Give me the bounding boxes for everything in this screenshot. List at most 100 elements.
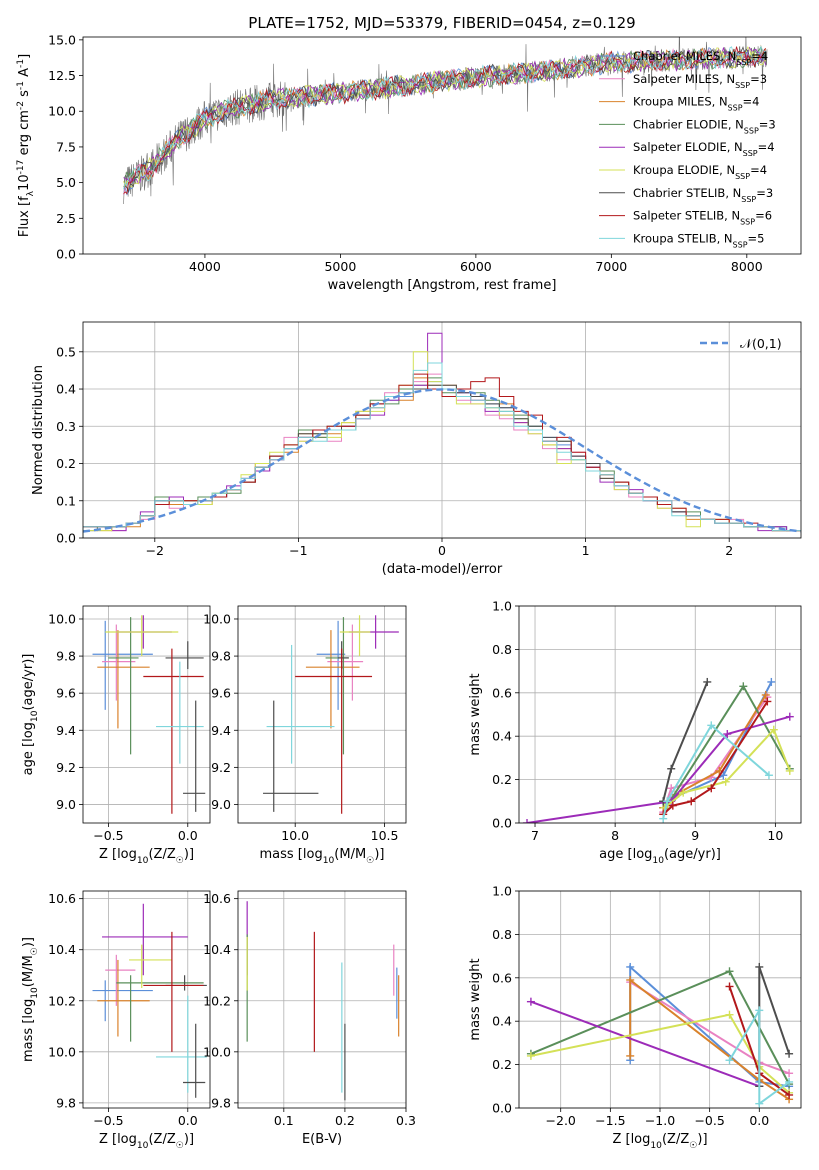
y-tick-label: 0.4 [492, 729, 512, 744]
x-tick-label: 9 [691, 828, 699, 843]
y-tick-label: 10.0 [48, 611, 76, 626]
y-tick-label: 5.0 [56, 175, 76, 190]
residuals-axes: −2 −1 0 1 2 0.0 0.1 0.2 0.3 0.4 0.5 [56, 321, 802, 558]
y-tick-label: 0.0 [56, 247, 76, 262]
x-tick-label: 7000 [595, 259, 627, 274]
y-tick-label: 9.4 [56, 723, 76, 738]
x-tick-label: 5000 [324, 259, 356, 274]
x-tick-label: −0.5 [93, 828, 123, 843]
spectrum-model-line [123, 45, 767, 182]
legend-label: 𝒩(0,1) [740, 336, 782, 351]
z-weight-plot [526, 962, 794, 1108]
x-tick-label: −2 [146, 543, 164, 558]
y-tick-label: 0.8 [492, 927, 512, 942]
x-tick-label: 0.0 [749, 1113, 769, 1128]
y-tick-label: 10.0 [203, 611, 231, 626]
y-tick-label: 10.2 [48, 993, 76, 1008]
x-tick-label: 0.0 [178, 828, 198, 843]
x-tick-label: 8000 [731, 259, 763, 274]
y-tick-label: 10.0 [48, 104, 76, 119]
x-tick-label: −1 [289, 543, 307, 558]
mass-age-plot [263, 615, 399, 814]
y-tick-label: 0.0 [492, 816, 512, 831]
legend-label: Salpeter MILES, NSSP​=3 [633, 72, 767, 90]
y-tick-label: 7.5 [56, 139, 76, 154]
x-tick-label: 0.2 [335, 1113, 355, 1128]
x-tick-label: −1.5 [595, 1113, 625, 1128]
legend-label: Chabrier MILES, NSSP​=4 [633, 49, 768, 67]
y-tick-label: 9.0 [56, 797, 76, 812]
x-tick-label: 2 [725, 543, 733, 558]
x-axis-label: Z [log10​(Z/Z☉​)] [99, 1132, 194, 1151]
x-tick-label: −0.5 [694, 1113, 724, 1128]
x-axis-label: (data-model)/error [382, 562, 503, 577]
y-tick-label: 0.8 [492, 642, 512, 657]
y-tick-label: 10.4 [203, 942, 231, 957]
weight-line [530, 1000, 760, 1088]
x-axis-label: mass [log10​(M/M☉​)] [260, 847, 385, 866]
weight-line [662, 684, 791, 808]
y-tick-label: 10.0 [48, 1044, 76, 1059]
x-axis-label: age [log10​(age/yr)] [599, 847, 721, 866]
y-tick-label: 0.4 [56, 382, 76, 397]
x-axis-label: E(B-V) [302, 1132, 342, 1147]
chart-title: PLATE=1752, MJD=53379, FIBERID=0454, z=0… [248, 14, 635, 32]
y-axis-label: Flux [fλ​10-17​ erg cm-2​ s-1​ A-1​] [16, 54, 36, 237]
legend-label: Kroupa ELODIE, NSSP​=4 [633, 163, 767, 181]
x-tick-label: 0 [438, 543, 446, 558]
age-weight-axes: 7 8 9 10 0.0 0.2 0.4 0.6 0.8 1.0 [492, 599, 802, 843]
y-axis-label: Normed distribution [31, 365, 46, 495]
weight-line [662, 723, 770, 819]
x-tick-label: 6000 [460, 259, 492, 274]
y-axis-label: mass [log10​(M/M☉​)] [21, 937, 40, 1062]
z-mass-axes: −0.5 0.0 9.8 10.0 10.2 10.4 10.6 [48, 890, 211, 1128]
weight-line [728, 1006, 790, 1106]
x-tick-label: 0.3 [396, 1113, 416, 1128]
x-tick-label: 8 [611, 828, 619, 843]
legend-label: Kroupa MILES, NSSP​=4 [633, 95, 759, 113]
z-weight-axes: −2.0 −1.5 −1.0 −0.5 0.0 0.0 0.2 0.4 0.6 0.8 1.0 [492, 884, 802, 1128]
x-tick-label: −2.0 [546, 1113, 576, 1128]
x-tick-label: 10.0 [281, 828, 309, 843]
y-axis-label: mass weight [468, 958, 483, 1040]
y-tick-label: 9.6 [211, 686, 231, 701]
spectrum-model-line [123, 46, 767, 195]
legend-label: Salpeter ELODIE, NSSP​=4 [633, 140, 775, 158]
gaussian-curve [83, 388, 801, 533]
y-tick-label: 0.5 [56, 344, 76, 359]
y-tick-label: 0.2 [492, 772, 512, 787]
x-tick-label: 10.5 [371, 828, 399, 843]
mass-age-axes: 10.0 10.5 9.0 9.2 9.4 9.6 9.8 10.0 [203, 605, 407, 843]
spectrum-model-line [123, 46, 767, 185]
y-tick-label: 9.6 [56, 686, 76, 701]
y-tick-label: 15.0 [48, 32, 76, 47]
y-tick-label: 0.3 [56, 419, 76, 434]
legend-label: Chabrier ELODIE, NSSP​=3 [633, 117, 776, 135]
y-tick-label: 9.0 [211, 797, 231, 812]
y-tick-label: 10.4 [48, 942, 76, 957]
y-tick-label: 1.0 [492, 599, 512, 614]
y-tick-label: 9.8 [56, 1095, 76, 1110]
y-tick-label: 0.2 [56, 456, 76, 471]
y-tick-label: 0.1 [56, 493, 76, 508]
spectrum-plot [123, 37, 768, 205]
x-tick-label: 1 [582, 543, 590, 558]
spectrum-axes: 4000 5000 6000 7000 8000 0.0 2.5 5.0 7.5 10.0 12.5… [48, 32, 802, 274]
x-axis-label: Z [log10​(Z/Z☉​)] [612, 1132, 707, 1151]
ebv-mass-plot [246, 901, 400, 1101]
y-tick-label: 9.2 [211, 760, 231, 775]
ebv-mass-axes: 0.1 0.2 0.3 9.8 10.0 10.2 10.4 10.6 [203, 890, 416, 1128]
spectrum-model-line [123, 44, 767, 188]
axes-frame [237, 605, 407, 824]
axes-frame [82, 890, 211, 1109]
y-tick-label: 9.8 [56, 649, 76, 664]
x-tick-label: −1.0 [645, 1113, 675, 1128]
y-tick-label: 9.4 [211, 723, 231, 738]
z-mass-plot [92, 903, 207, 1098]
z-age-plot [92, 615, 206, 814]
y-tick-label: 0.0 [492, 1101, 512, 1116]
x-tick-label: 4000 [189, 259, 221, 274]
y-tick-label: 9.8 [211, 649, 231, 664]
y-tick-label: 0.2 [492, 1057, 512, 1072]
